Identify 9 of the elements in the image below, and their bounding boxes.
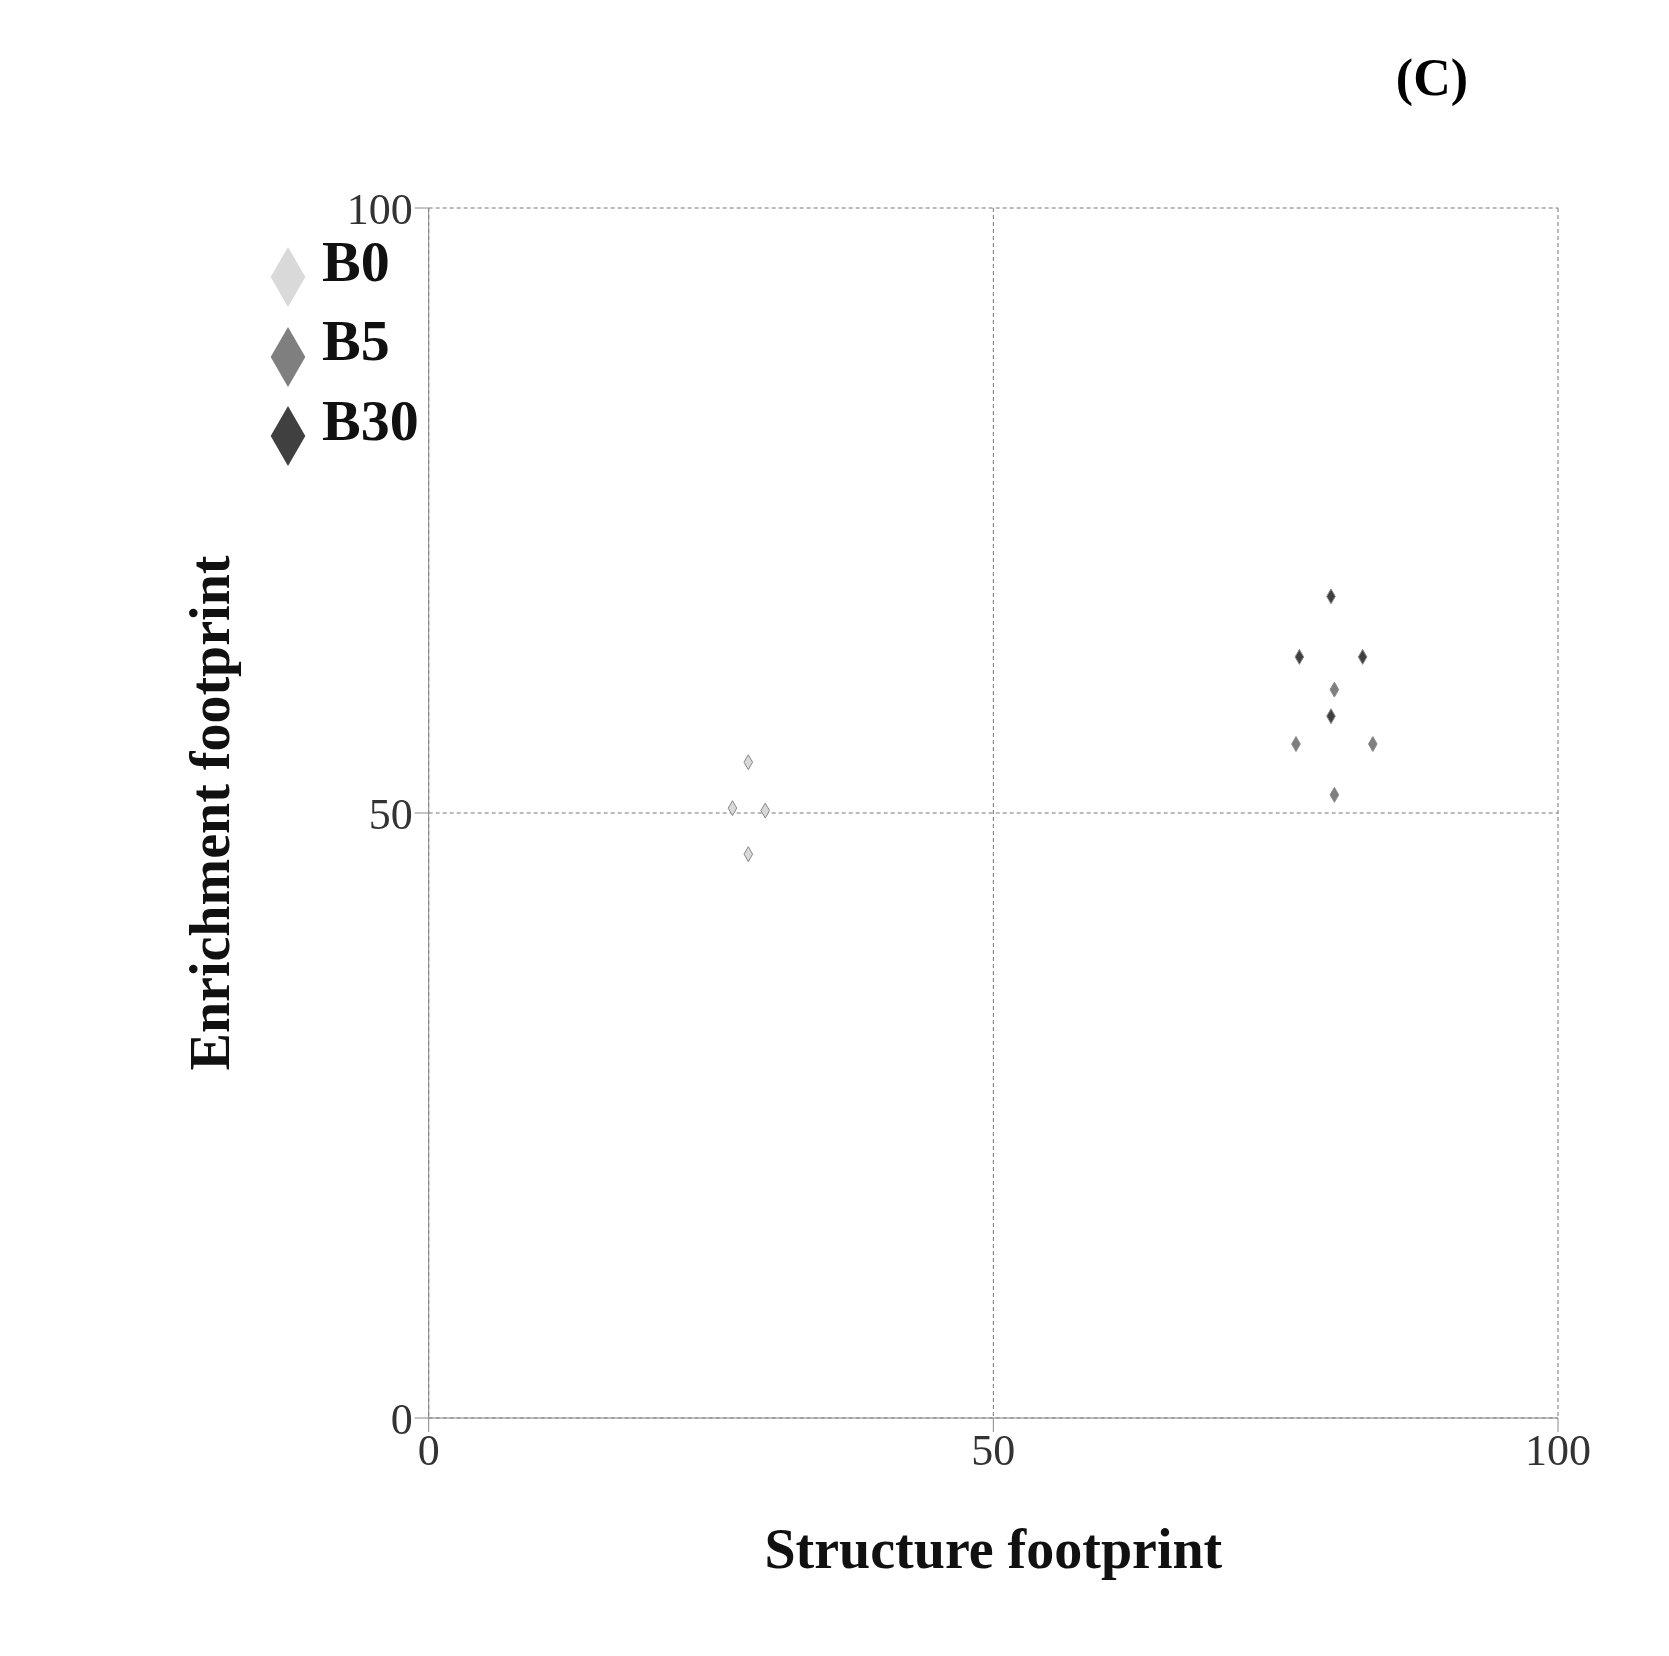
x-axis-title: Structure footprint [764,1518,1223,1580]
y-tick-label: 50 [368,789,413,839]
x-tick-label: 100 [1525,1426,1591,1476]
legend-label: B5 [322,308,390,374]
legend-label: B30 [322,387,419,453]
x-tick-label: 50 [971,1426,1016,1476]
y-tick-label: 0 [390,1394,413,1444]
chart-title: (C) [1395,48,1468,107]
y-axis-title: Enrichment footprint [178,555,241,1071]
